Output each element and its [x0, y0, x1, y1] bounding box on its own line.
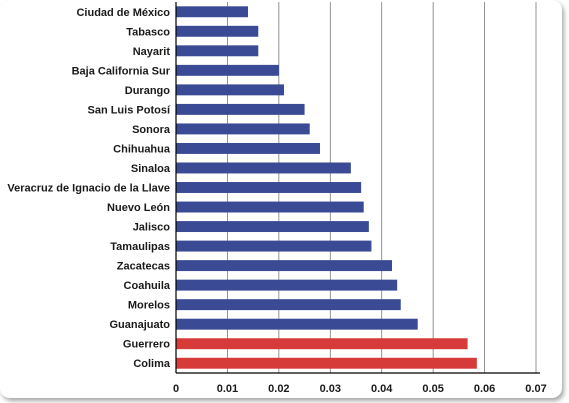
bar — [176, 201, 364, 213]
bar — [176, 338, 468, 350]
category-label: Durango — [125, 85, 171, 97]
category-label: Colima — [133, 358, 171, 370]
category-label: Veracruz de Ignacio de la Llave — [7, 183, 170, 195]
category-label: Zacatecas — [117, 261, 170, 273]
category-label: Sinaloa — [131, 163, 171, 175]
bar — [176, 260, 392, 272]
category-label: Sonora — [132, 124, 171, 136]
category-label: Morelos — [128, 300, 170, 312]
bar — [176, 221, 369, 233]
bar — [176, 357, 477, 369]
category-labels: Ciudad de México Tabasco Nayarit Baja Calif… — [7, 7, 171, 370]
category-label: Guanajuato — [109, 319, 170, 331]
bar — [176, 123, 310, 135]
bar — [176, 279, 398, 291]
axes — [175, 2, 540, 374]
bar — [176, 45, 259, 57]
category-label: Tabasco — [126, 26, 170, 38]
x-tick-label: 0 — [173, 383, 179, 395]
bar-chart: Ciudad de México Tabasco Nayarit Baja Calif… — [7, 2, 547, 395]
bar — [176, 318, 418, 330]
category-label: Tamaulipas — [110, 241, 170, 253]
chart-card: Ciudad de México Tabasco Nayarit Baja Calif… — [7, 2, 547, 395]
category-label: Nuevo León — [107, 202, 170, 214]
x-tick-label: 0.06 — [474, 383, 495, 395]
bar — [176, 162, 351, 174]
category-label: Ciudad de México — [76, 7, 170, 19]
x-tick-label: 0.01 — [217, 383, 238, 395]
x-tick-label: 0.04 — [371, 383, 393, 395]
category-label: Jalisco — [133, 222, 171, 234]
x-tick-label: 0.05 — [422, 383, 443, 395]
bar — [176, 84, 284, 96]
bar — [176, 142, 320, 154]
bars — [176, 6, 477, 369]
category-label: San Luis Potosí — [87, 104, 170, 116]
x-tick-label: 0.02 — [268, 383, 289, 395]
category-label: Coahuila — [124, 280, 171, 292]
bar — [176, 6, 248, 18]
bar — [176, 240, 372, 252]
x-tick-label: 0.03 — [320, 383, 341, 395]
category-label: Guerrero — [123, 339, 170, 351]
bar — [176, 25, 259, 37]
category-label: Nayarit — [133, 46, 171, 58]
category-label: Chihuahua — [113, 143, 171, 155]
bar — [176, 299, 401, 311]
category-label: Baja California Sur — [72, 65, 171, 77]
bar — [176, 182, 362, 193]
bar — [176, 103, 305, 115]
x-tick-label: 0.07 — [525, 383, 546, 395]
x-tick-labels: 0 0.01 0.02 0.03 0.04 0.05 0.06 0.07 — [173, 383, 547, 395]
bar — [176, 64, 279, 76]
